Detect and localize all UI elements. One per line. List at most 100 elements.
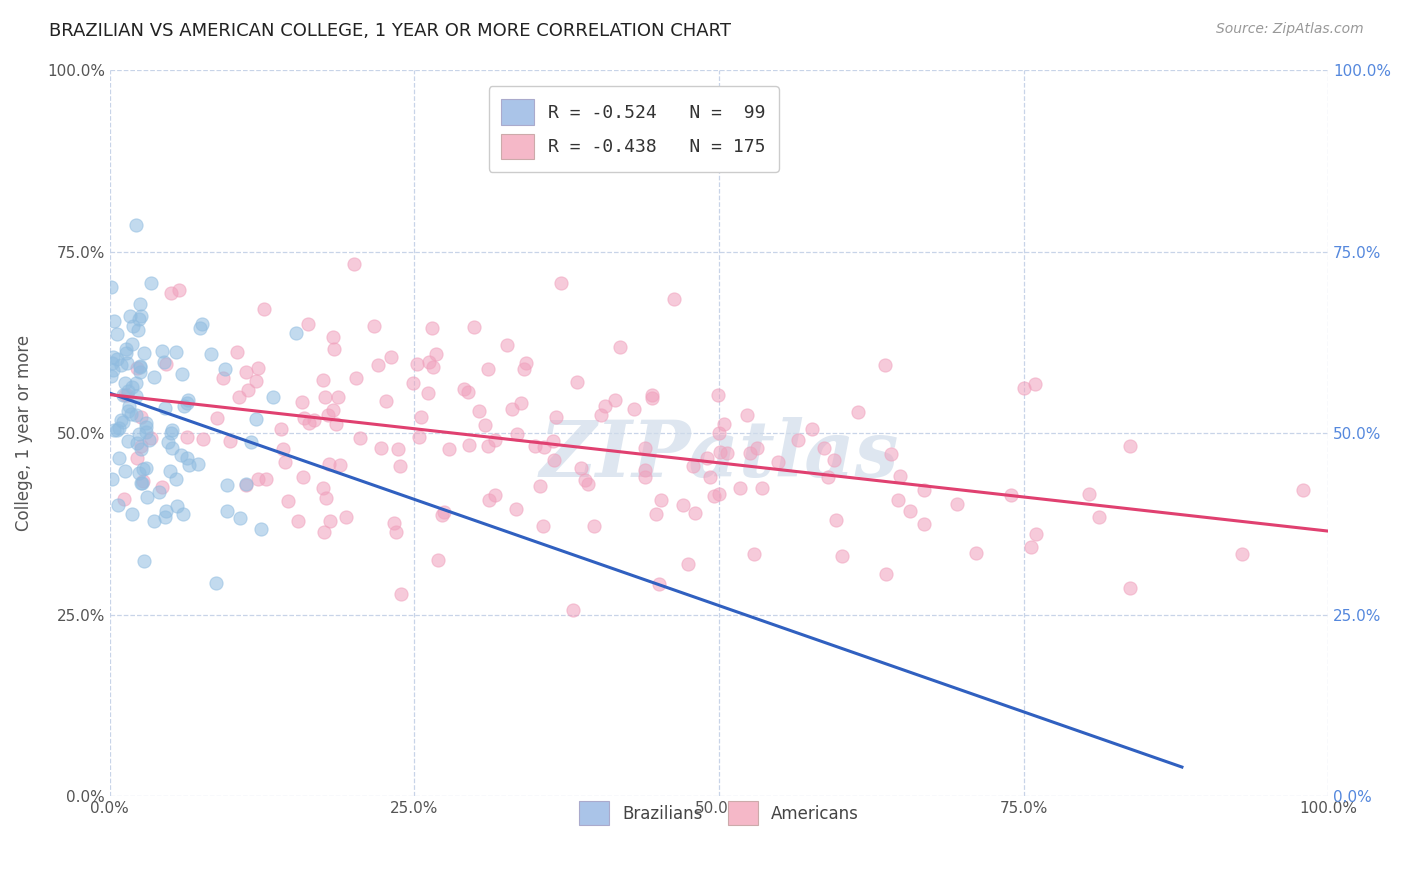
Point xyxy=(319,515,342,529)
Point xyxy=(312,525,335,540)
Point xyxy=(103,351,125,365)
Point xyxy=(311,373,333,387)
Point xyxy=(132,554,155,568)
Point xyxy=(696,450,718,465)
Point xyxy=(477,439,499,453)
Point xyxy=(110,413,132,427)
Point xyxy=(262,390,284,404)
Point xyxy=(138,434,160,448)
Point xyxy=(418,355,440,369)
Point xyxy=(160,286,183,301)
Point xyxy=(609,340,631,354)
Point xyxy=(129,366,152,380)
Point xyxy=(541,434,564,448)
Point xyxy=(284,326,307,340)
Point xyxy=(110,358,132,372)
Point xyxy=(644,508,666,522)
Point xyxy=(382,516,405,531)
Point xyxy=(889,469,911,483)
Point xyxy=(322,403,344,417)
Point xyxy=(576,476,599,491)
Point xyxy=(200,347,222,361)
Point xyxy=(349,431,371,445)
Point xyxy=(912,516,935,531)
Point xyxy=(416,385,439,400)
Point xyxy=(813,441,835,455)
Point xyxy=(291,395,314,409)
Point xyxy=(129,442,152,456)
Point xyxy=(135,460,157,475)
Point xyxy=(107,498,129,512)
Point xyxy=(662,292,685,306)
Point xyxy=(565,375,588,389)
Point xyxy=(215,477,238,491)
Point xyxy=(128,360,150,375)
Point xyxy=(297,317,319,331)
Point xyxy=(292,469,315,483)
Point xyxy=(107,421,129,435)
Point xyxy=(1078,487,1101,501)
Point xyxy=(125,435,148,450)
Point xyxy=(605,392,627,407)
Point xyxy=(370,441,392,455)
Point xyxy=(131,461,153,475)
Point xyxy=(176,430,198,444)
Point xyxy=(120,408,142,422)
Point xyxy=(1025,527,1047,541)
Point xyxy=(453,383,475,397)
Point xyxy=(127,323,149,337)
Point xyxy=(1088,509,1111,524)
Point xyxy=(114,342,136,356)
Point xyxy=(682,458,704,473)
Point xyxy=(105,352,128,367)
Point xyxy=(562,603,585,617)
Point xyxy=(703,489,725,503)
Point xyxy=(128,312,150,326)
Point xyxy=(505,501,527,516)
Point xyxy=(716,446,738,460)
Point xyxy=(322,329,344,343)
Point xyxy=(117,434,139,448)
Point xyxy=(172,508,194,522)
Point xyxy=(114,376,136,390)
Point xyxy=(229,511,252,525)
Point xyxy=(170,448,193,462)
Point xyxy=(707,487,730,501)
Point xyxy=(582,519,605,533)
Point xyxy=(593,399,616,413)
Point xyxy=(121,507,143,521)
Point xyxy=(292,410,315,425)
Point xyxy=(121,337,143,351)
Point xyxy=(1292,483,1315,498)
Point xyxy=(634,463,657,477)
Point xyxy=(155,357,177,371)
Point xyxy=(172,368,194,382)
Point xyxy=(831,549,853,564)
Point xyxy=(165,472,187,486)
Point xyxy=(250,522,273,536)
Point xyxy=(800,422,823,436)
Point xyxy=(132,346,155,360)
Point xyxy=(648,577,671,591)
Point xyxy=(155,504,177,518)
Point xyxy=(420,321,443,335)
Point xyxy=(422,360,444,375)
Point xyxy=(318,457,340,471)
Point xyxy=(515,356,537,370)
Point xyxy=(117,384,139,398)
Point xyxy=(253,301,276,316)
Point xyxy=(128,466,150,480)
Point xyxy=(131,476,153,491)
Point xyxy=(875,567,897,582)
Point xyxy=(672,499,695,513)
Point xyxy=(623,402,645,417)
Point xyxy=(162,441,184,455)
Point xyxy=(191,432,214,446)
Point xyxy=(125,450,148,465)
Point xyxy=(100,368,122,383)
Point xyxy=(153,401,176,416)
Point xyxy=(129,476,152,491)
Point xyxy=(254,472,277,486)
Point xyxy=(287,514,309,528)
Point xyxy=(235,365,257,379)
